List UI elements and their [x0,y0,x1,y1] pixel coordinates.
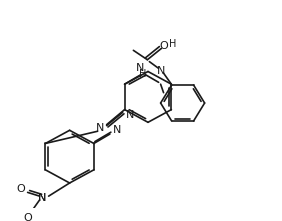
Text: N: N [125,110,134,120]
Text: N: N [95,123,104,133]
Text: O: O [159,41,168,51]
Text: N: N [113,125,121,135]
Text: N: N [38,193,46,203]
Text: O: O [16,184,25,194]
Text: O: O [23,213,32,221]
Text: H: H [139,69,146,79]
Text: N: N [135,63,144,73]
Text: N: N [157,66,166,76]
Text: N: N [38,193,46,203]
Text: H: H [169,39,176,49]
